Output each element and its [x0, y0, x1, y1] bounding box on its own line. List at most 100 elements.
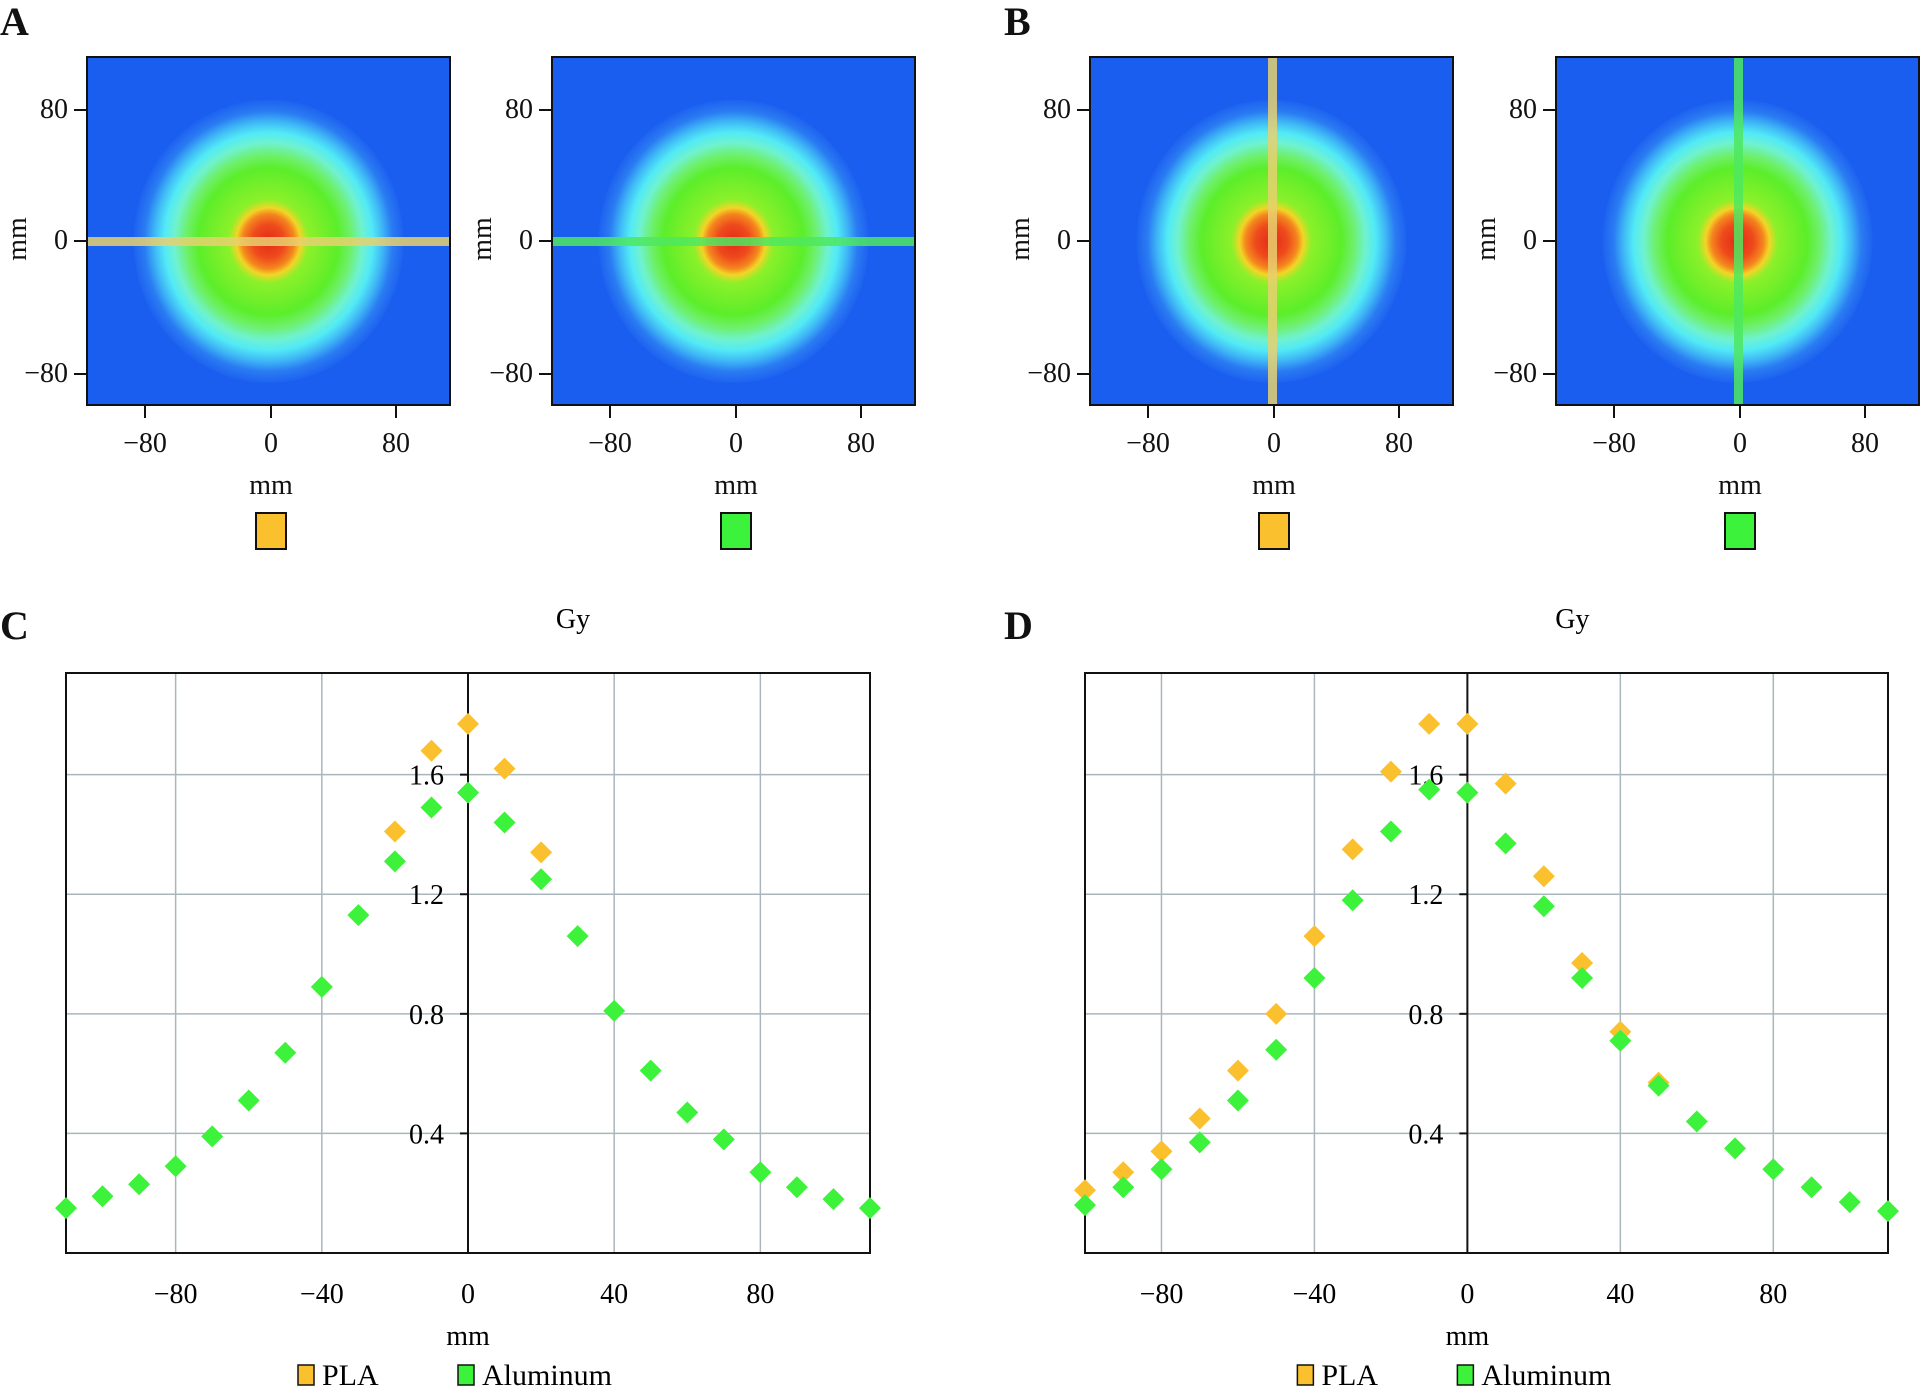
- chart-title: Gy: [556, 604, 590, 635]
- y-axis-label: mm: [1471, 217, 1502, 261]
- data-point-aluminum: [1074, 1194, 1096, 1217]
- data-point-aluminum: [785, 1176, 808, 1199]
- x-tick-label: −80: [588, 428, 632, 459]
- chart-c-dose-profile: 0.4 0.8 1.2 1.6 −80 −40 0 40 80 Gy mm PLA Aluminum: [55, 604, 881, 1392]
- plate-line-aluminum: [553, 237, 914, 247]
- y-tick-label: −80: [24, 358, 68, 389]
- legend-label-aluminum: Aluminum: [482, 1359, 612, 1392]
- x-tick-label: 0: [1733, 428, 1747, 459]
- plate-line-pla: [1267, 58, 1277, 404]
- data-point-pla: [1494, 772, 1517, 795]
- legend-swatch-aluminum: [457, 1364, 475, 1386]
- x-tick-label: 0: [729, 428, 743, 459]
- x-tick-label: 80: [847, 428, 875, 459]
- data-point-aluminum: [1379, 820, 1402, 843]
- data-point-aluminum: [1877, 1200, 1899, 1223]
- y-tick-mark: [539, 240, 551, 242]
- panel-letter-d: D: [1004, 603, 1033, 648]
- x-tick-label: 0: [1460, 1279, 1474, 1310]
- data-point-aluminum: [420, 796, 443, 819]
- y-tick-label: 80: [505, 94, 533, 125]
- y-tick-label: 0: [54, 225, 68, 256]
- x-axis-label: mm: [1718, 470, 1762, 501]
- data-point-aluminum: [91, 1185, 114, 1208]
- x-tick-label: −80: [123, 428, 167, 459]
- data-point-aluminum: [237, 1089, 260, 1112]
- data-point-aluminum: [1418, 778, 1441, 801]
- data-point-aluminum: [1800, 1176, 1823, 1199]
- x-tick-label: 80: [382, 428, 410, 459]
- x-axis-label: mm: [1446, 1321, 1490, 1352]
- data-point-aluminum: [164, 1155, 187, 1178]
- data-point-aluminum: [530, 868, 553, 891]
- data-point-aluminum: [1150, 1158, 1173, 1181]
- y-tick-label: 0.4: [409, 1119, 444, 1150]
- data-point-pla: [457, 712, 479, 735]
- data-point-aluminum: [493, 811, 516, 834]
- data-point-aluminum: [55, 1197, 77, 1220]
- x-tick-mark: [1398, 406, 1400, 418]
- data-point-aluminum: [603, 999, 626, 1022]
- data-point-pla: [1188, 1107, 1211, 1130]
- data-point-pla: [1303, 925, 1326, 948]
- x-tick-label: 40: [1606, 1279, 1634, 1310]
- x-tick-mark: [1613, 406, 1615, 418]
- x-axis-label: mm: [714, 470, 758, 501]
- y-axis-label: mm: [1005, 217, 1036, 261]
- data-point-aluminum: [639, 1059, 662, 1082]
- y-tick-label: 80: [1043, 94, 1071, 125]
- x-axis-label: mm: [446, 1321, 490, 1352]
- y-tick-label: 0: [1523, 225, 1537, 256]
- y-tick-label: 1.6: [409, 761, 444, 792]
- y-tick-label: −80: [1027, 358, 1071, 389]
- x-tick-label: 0: [1267, 428, 1281, 459]
- y-tick-label: 0.4: [1408, 1119, 1443, 1150]
- legend-swatch-pla: [1258, 512, 1290, 550]
- data-point-aluminum: [1609, 1029, 1632, 1052]
- data-point-pla: [1532, 865, 1555, 888]
- data-point-aluminum: [1265, 1038, 1288, 1061]
- x-tick-label: 80: [1759, 1279, 1787, 1310]
- data-point-aluminum: [1226, 1089, 1249, 1112]
- legend-swatch-pla: [255, 512, 287, 550]
- y-axis-label: mm: [2, 217, 33, 261]
- y-tick-mark: [74, 373, 86, 375]
- data-point-aluminum: [1685, 1110, 1708, 1133]
- x-tick-mark: [1739, 406, 1741, 418]
- data-point-aluminum: [347, 904, 370, 927]
- y-tick-label: 1.2: [1408, 880, 1443, 911]
- data-point-aluminum: [1838, 1191, 1861, 1214]
- legend-label-aluminum: Aluminum: [1481, 1359, 1611, 1392]
- heatmap-a-pla: [86, 56, 451, 406]
- y-tick-mark: [1543, 240, 1555, 242]
- y-tick-mark: [74, 109, 86, 111]
- x-tick-mark: [144, 406, 146, 418]
- data-point-pla: [420, 739, 443, 762]
- data-point-aluminum: [383, 850, 406, 873]
- y-tick-label: −80: [1493, 358, 1537, 389]
- y-tick-mark: [1077, 240, 1089, 242]
- data-point-aluminum: [457, 781, 479, 804]
- x-tick-mark: [1864, 406, 1866, 418]
- data-point-aluminum: [749, 1161, 772, 1184]
- x-axis-label: mm: [249, 470, 293, 501]
- data-point-aluminum: [1112, 1176, 1135, 1199]
- y-tick-label: 0: [1057, 225, 1071, 256]
- chart-title: Gy: [1555, 604, 1589, 635]
- data-point-aluminum: [1724, 1137, 1747, 1160]
- y-tick-mark: [1543, 109, 1555, 111]
- y-tick-label: 0.8: [1408, 1000, 1443, 1031]
- x-axis-label: mm: [1252, 470, 1296, 501]
- x-tick-label: 0: [264, 428, 278, 459]
- heatmap-b-pla: [1089, 56, 1454, 406]
- data-point-aluminum: [712, 1128, 735, 1151]
- legend-swatch-pla: [1296, 1364, 1315, 1386]
- x-tick-label: −80: [1126, 428, 1170, 459]
- x-tick-label: −80: [1592, 428, 1636, 459]
- data-point-aluminum: [676, 1101, 699, 1124]
- data-point-pla: [1341, 838, 1364, 861]
- x-tick-mark: [609, 406, 611, 418]
- x-tick-label: 40: [600, 1279, 628, 1310]
- data-point-aluminum: [822, 1188, 845, 1211]
- panel-letter-b: B: [1004, 0, 1031, 44]
